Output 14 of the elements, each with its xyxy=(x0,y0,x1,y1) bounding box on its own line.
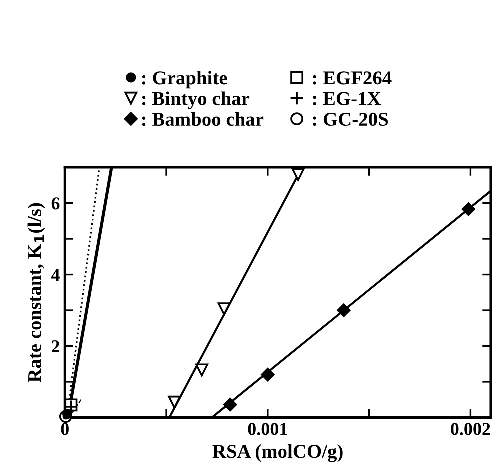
legend-label: : EGF264 xyxy=(313,72,392,85)
legend-label: : EG-1X xyxy=(313,92,382,106)
y-tick-label: 4 xyxy=(51,269,60,282)
legend-label: : Bamboo char xyxy=(142,112,264,126)
x-axis-title: RSA (molCO/g) xyxy=(212,444,343,462)
legend-label: : GC-20S xyxy=(313,112,388,126)
x-tick-label: 0 xyxy=(61,423,69,436)
x-tick-label: 0.002 xyxy=(451,423,490,436)
legend-label: : Graphite xyxy=(142,71,228,89)
y-tick-label: 2 xyxy=(52,340,60,353)
y-tick-label: 6 xyxy=(52,198,60,210)
y-axis-title: Rate constant, K$_{1}$(l/s) xyxy=(28,203,46,383)
x-tick-label: 0.001 xyxy=(248,423,288,436)
legend-label: : Bintyo char xyxy=(142,92,250,110)
